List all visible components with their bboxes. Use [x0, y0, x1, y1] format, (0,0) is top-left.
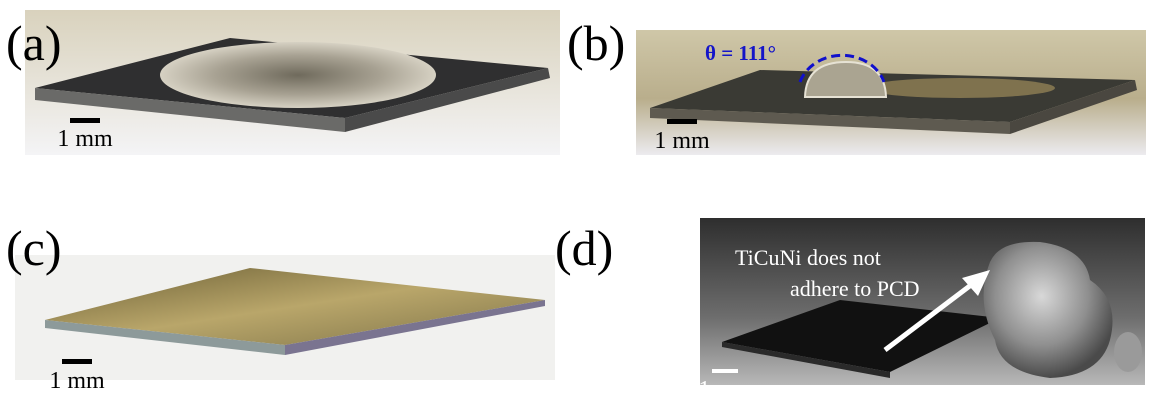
panel-label: (c): [6, 220, 62, 276]
scale-label: 1 mm: [654, 128, 710, 154]
panel-label: (a): [6, 15, 62, 71]
annotation: TiCuNi does not: [735, 245, 881, 270]
angle-annotation: θ = 111°: [705, 41, 776, 65]
scale-label: 1 mm: [698, 377, 754, 399]
panel-d: TiCuNi does not adhere to PCD 1 mm (d): [555, 218, 1145, 399]
scale-label: 1 mm: [57, 126, 113, 152]
scale-bar: [62, 359, 92, 364]
scale-bar: [70, 118, 100, 123]
scale-label: 1 mm: [49, 368, 105, 394]
panel-c: 1 mm (c): [6, 220, 555, 394]
panel-b: θ = 111° 1 mm (b): [567, 15, 1146, 155]
panel-label: (d): [555, 220, 613, 276]
scale-bar: [667, 119, 697, 124]
panel-label: (b): [567, 15, 625, 71]
scale-bar: [712, 369, 738, 373]
coating: [160, 42, 436, 108]
panel-a: 1 mm (a): [6, 10, 560, 155]
alloy-fragment: [1114, 332, 1142, 372]
spread: [865, 78, 1055, 98]
figure: 1 mm (a) θ = 111° 1 mm (b) 1 mm (c) TiCu…: [0, 0, 1164, 399]
annotation: adhere to PCD: [790, 276, 920, 301]
